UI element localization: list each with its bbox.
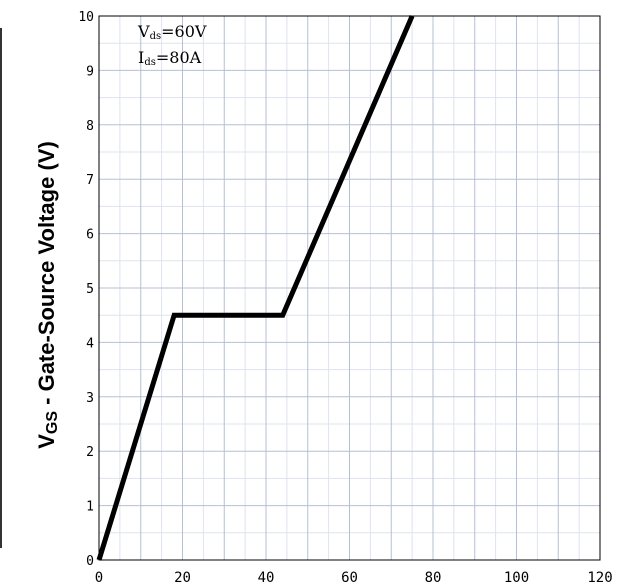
y-tick-label: 6	[86, 228, 94, 243]
y-tick-label: 8	[86, 119, 94, 134]
y-tick-label: 7	[86, 173, 94, 188]
x-tick-label: 120	[587, 570, 612, 586]
y-tick-label: 10	[78, 10, 94, 25]
x-tick-label: 20	[174, 570, 191, 586]
y-tick-label: 0	[86, 554, 94, 569]
y-tick-label: 4	[86, 336, 94, 351]
y-tick-label: 5	[86, 282, 94, 297]
series-layer	[96, 15, 415, 561]
y-tick-labels: 0 1 2 3 4 5 6 7 8 9 10	[78, 10, 94, 569]
plot-frame	[98, 15, 601, 561]
y-tick-label: 3	[86, 391, 94, 406]
series-line	[96, 15, 415, 561]
y-tick-label: 9	[86, 64, 94, 79]
x-tick-label: 0	[95, 570, 103, 586]
condition-annotation: Ids=80A	[138, 48, 202, 68]
condition-annotation: Vds=60V	[137, 22, 207, 42]
x-tick-label: 40	[258, 570, 275, 586]
x-tick-label: 60	[341, 570, 358, 586]
x-tick-labels: 0 20 40 60 80 100 120	[95, 570, 613, 586]
left-frame-edge	[0, 28, 2, 548]
annotations: Vds=60V Ids=80A	[137, 22, 207, 68]
x-tick-label: 80	[425, 570, 442, 586]
x-tick-label: 100	[504, 570, 529, 586]
y-tick-label: 1	[86, 500, 94, 515]
y-tick-label: 2	[86, 445, 94, 460]
